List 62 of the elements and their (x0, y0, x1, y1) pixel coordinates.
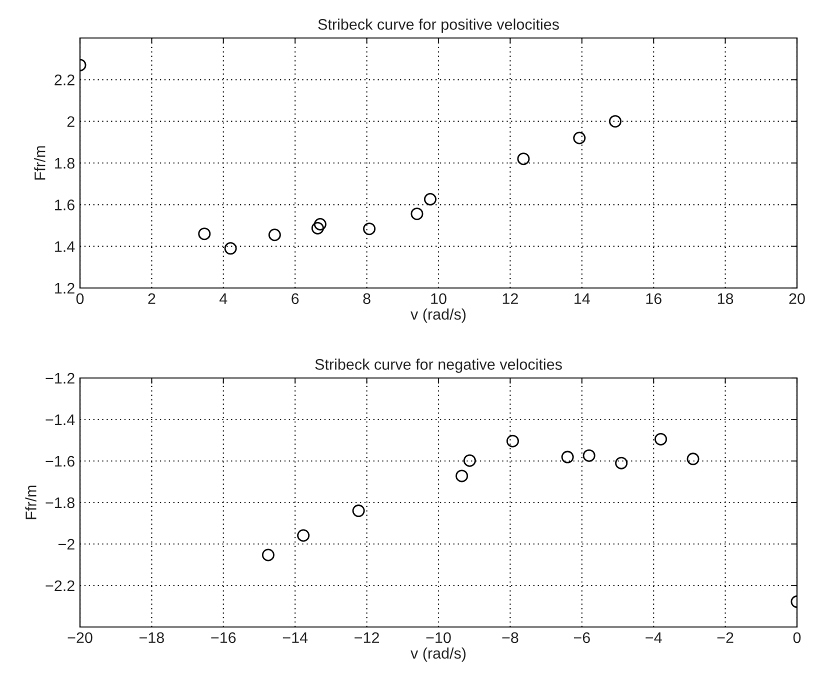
point (424, 193, 437, 206)
x-tick-label: 16 (646, 293, 662, 304)
x-tick-label: 20 (789, 293, 805, 304)
x-tick-label: 12 (502, 293, 518, 304)
x-tick-label: −18 (139, 632, 164, 644)
y-tick-label: −1.4 (46, 414, 75, 426)
x-tick-label: 8 (363, 293, 370, 304)
x-tick-label: −14 (282, 632, 308, 643)
x-tick-label: 6 (292, 293, 299, 304)
point (314, 218, 326, 230)
x-axis-title: v (rad/s) (410, 647, 466, 662)
point (224, 242, 237, 255)
y-tick-label: 2.2 (54, 74, 74, 86)
point (615, 456, 628, 470)
chart-title: Stribeck curve for positive velocities (318, 18, 559, 33)
y-tick-label: −1.6 (46, 456, 74, 467)
y-axis-title: Ffr/m (25, 486, 36, 520)
y-tick-label: −2.2 (46, 580, 74, 592)
y-tick-label: 1.8 (55, 158, 74, 169)
y-tick-label: −2 (58, 538, 74, 550)
x-tick-label: −2 (717, 632, 734, 643)
x-tick-label: 0 (793, 632, 801, 644)
point (654, 432, 668, 446)
point (582, 449, 596, 462)
x-tick-label: 10 (431, 293, 446, 304)
point (608, 115, 622, 128)
point (561, 450, 574, 464)
x-tick-label: 14 (574, 293, 590, 304)
y-tick-label: 2 (67, 116, 74, 127)
point (297, 529, 310, 542)
point (686, 452, 700, 466)
point (463, 454, 476, 467)
x-tick-label: −4 (646, 632, 662, 643)
x-tick-label: −16 (211, 632, 236, 644)
x-tick-label: −6 (574, 632, 590, 644)
x-tick-label: −10 (426, 632, 451, 644)
point (268, 228, 281, 242)
y-tick-label: 1.2 (55, 282, 74, 294)
point (198, 228, 211, 240)
point (456, 470, 468, 482)
x-tick-label: 18 (718, 293, 734, 304)
point (573, 132, 586, 144)
y-tick-label: −1.8 (46, 497, 74, 508)
y-tick-label: −1.2 (46, 372, 74, 384)
x-tick-label: −20 (68, 632, 92, 644)
x-tick-label: 4 (220, 293, 228, 304)
chart-title: Stribeck curve for negative velocities (315, 358, 562, 373)
point (363, 222, 376, 236)
point (517, 152, 530, 166)
point (262, 548, 274, 562)
y-tick-label: 1.4 (55, 241, 75, 252)
y-tick-label: 1.6 (55, 200, 74, 210)
point (506, 434, 519, 448)
point (311, 222, 324, 234)
x-tick-label: 0 (76, 293, 84, 304)
point (410, 208, 424, 220)
x-tick-label: −8 (502, 632, 518, 644)
point (352, 504, 365, 518)
x-tick-label: 2 (148, 293, 156, 304)
x-axis-title: v (rad/s) (410, 308, 466, 323)
x-tick-label: −12 (354, 632, 379, 643)
y-axis-title: Ffr/m (34, 146, 46, 180)
